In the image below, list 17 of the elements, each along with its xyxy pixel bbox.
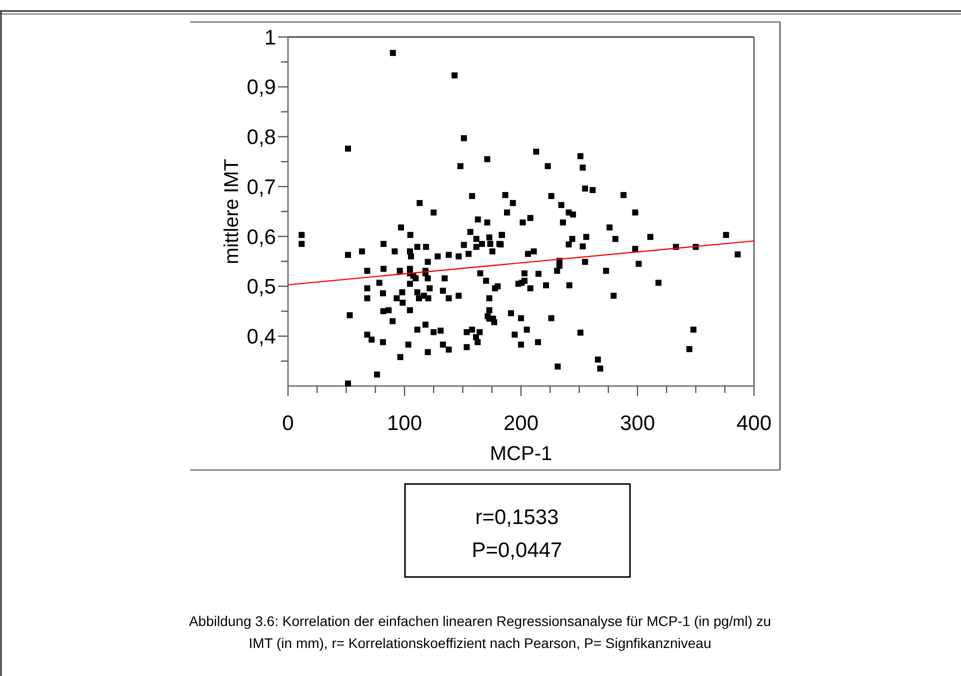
- y-tick-label: 0,8: [246, 126, 276, 150]
- y-tick-label: 0,7: [246, 176, 276, 199]
- y-tick-label: 0,5: [246, 276, 276, 299]
- y-axis-title: mittlere IMT: [221, 158, 243, 264]
- y-tick-label: 0,6: [246, 226, 276, 249]
- x-tick-label: 200: [503, 412, 539, 435]
- text: r=0,1533: [475, 506, 559, 529]
- x-axis-title: MCP-1: [490, 443, 552, 465]
- y-tick-label: 0,9: [246, 76, 276, 100]
- text: P=0,0447: [472, 539, 562, 562]
- y-tick-label: 1: [264, 26, 276, 50]
- x-tick-label: 0: [282, 412, 294, 435]
- y-tick-label: 0,4: [246, 325, 276, 348]
- text: Abbildung 3.6: Korrelation der einfachen linearen Regressionsanalyse für MCP-1 (in pg/ml) zu IMT (in mm), r= Korrelationskoeffizient nach Pearson, P= Signfikanzniveau: [188, 613, 772, 651]
- x-tick-label: 400: [736, 412, 772, 435]
- x-tick-label: 100: [386, 412, 422, 435]
- x-tick-label: 300: [620, 412, 656, 435]
